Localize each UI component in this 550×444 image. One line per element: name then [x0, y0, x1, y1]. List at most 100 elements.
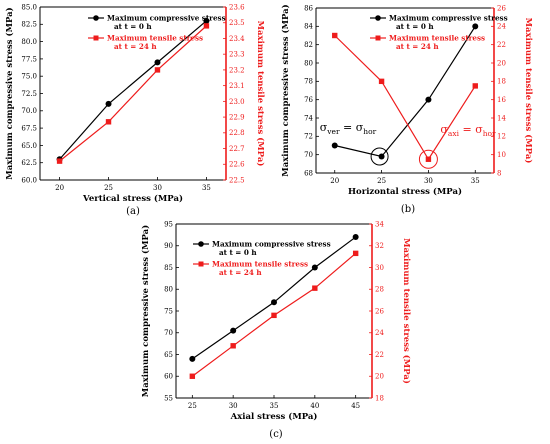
- y-axis-label-right: Maximum tensile stress (MPa): [401, 238, 412, 384]
- x-axis-label: Horizontal stress (MPa): [348, 186, 462, 197]
- x-axis-label: Axial stress (MPa): [230, 411, 318, 422]
- legend-label-line2: at t = 24 h: [396, 42, 439, 51]
- y-tick-label-right: 22.5: [229, 176, 245, 184]
- data-point: [271, 312, 277, 319]
- chart-panel: 20 25 30 35 60.0 62.5 65.0 67.5 70.0 72.5 75.0 77.5…: [4, 3, 266, 217]
- y-tick-label-left: 68: [304, 169, 313, 177]
- y-tick-label-right: 26: [375, 307, 384, 315]
- legend-label-line2: at t = 24 h: [114, 42, 157, 51]
- y-tick-label-right: 23.0: [229, 98, 245, 106]
- x-tick-label: 25: [188, 402, 197, 410]
- legend-label-line2: at t = 24 h: [219, 268, 262, 277]
- legend-label-line2: at t = 0 h: [219, 248, 257, 257]
- y-tick-label-right: 34: [375, 220, 384, 228]
- annotation-sub: hor: [363, 127, 376, 136]
- x-tick-label: 45: [351, 402, 360, 410]
- y-tick-label-left: 55: [164, 394, 173, 402]
- series-line: [191, 236, 357, 360]
- y-tick-label-left: 70: [304, 151, 313, 159]
- x-tick-label: 35: [202, 184, 211, 192]
- y-tick-label-right: 23.5: [229, 19, 245, 27]
- data-point: [189, 355, 196, 362]
- y-tick-label-right: 16: [497, 96, 506, 104]
- panel-label: (c): [269, 429, 283, 440]
- annotation-sub: axi: [448, 129, 460, 138]
- y-tick-label-left: 72: [304, 133, 313, 141]
- legend-label: Maximum tensile stress: [389, 34, 485, 43]
- data-point: [230, 343, 236, 349]
- y-tick-label-right: 32: [375, 242, 384, 250]
- chart-panel: 20 25 30 35 68 70 72 74 76 78 80 82 84 86 8 10 12 14 16 18 2…: [280, 4, 534, 215]
- y-tick-label-right: 20: [375, 373, 384, 381]
- y-tick-label-left: 80: [304, 59, 313, 67]
- y-tick-label-right: 26: [497, 4, 506, 12]
- data-point: [154, 59, 161, 66]
- x-tick-label: 20: [330, 177, 339, 185]
- y-tick-label-left: 80: [164, 286, 173, 294]
- legend-marker: [375, 35, 381, 41]
- data-point: [189, 373, 196, 379]
- annotation-label: σaxi = σhor: [440, 123, 496, 138]
- y-tick-label-left: 70.0: [21, 107, 37, 115]
- series-line: [334, 26, 476, 158]
- series-line: [59, 20, 207, 160]
- y-tick-label-left: 84: [304, 23, 313, 31]
- annotation-circle: [418, 149, 438, 169]
- x-tick-label: 25: [377, 177, 386, 185]
- panel-label: (b): [401, 204, 415, 215]
- series-line: [59, 25, 207, 162]
- y-tick-label-left: 90: [164, 242, 173, 250]
- x-tick-label: 40: [310, 402, 319, 410]
- y-tick-label-right: 30: [375, 264, 384, 272]
- y-tick-label-right: 10: [497, 151, 506, 159]
- y-tick-label-left: 85: [164, 264, 173, 272]
- y-tick-label-left: 75.0: [21, 73, 37, 81]
- data-point: [472, 83, 478, 89]
- y-tick-label-left: 74: [304, 114, 313, 122]
- y-axis-label-left: Maximum compressive stress (MPa): [4, 7, 15, 179]
- x-tick-label: 20: [55, 184, 64, 192]
- y-tick-label-left: 60.0: [21, 176, 37, 184]
- y-tick-label-left: 95: [164, 220, 173, 228]
- chart-panel: 25 30 35 40 45 55 60 65 70 75 80 85 90 95 18 20 22 24 26 28…: [140, 220, 412, 440]
- annotation-sigma: σ: [320, 121, 328, 134]
- y-tick-label-left: 72.5: [21, 90, 37, 98]
- y-tick-label-left: 60: [164, 373, 173, 381]
- y-tick-label-right: 23.4: [229, 35, 245, 43]
- y-tick-label-left: 85.0: [21, 3, 37, 11]
- data-point: [425, 156, 432, 162]
- data-point: [472, 23, 479, 30]
- data-point: [352, 250, 359, 257]
- legend-marker: [375, 15, 381, 21]
- y-tick-label-left: 80.0: [21, 38, 37, 46]
- y-tick-label-right: 23.3: [229, 51, 245, 59]
- data-point: [203, 17, 210, 24]
- legend-marker: [93, 35, 99, 41]
- annotation-circle: [370, 147, 389, 166]
- y-tick-label-left: 65.0: [21, 142, 37, 150]
- y-tick-label-right: 22.9: [229, 113, 245, 121]
- data-point: [311, 264, 318, 271]
- y-tick-label-left: 86: [304, 4, 313, 12]
- y-tick-label-right: 22.7: [229, 145, 245, 153]
- data-point: [271, 299, 277, 306]
- data-point: [312, 285, 318, 291]
- annotation-eq: = σ: [340, 121, 364, 134]
- data-point: [378, 78, 385, 85]
- panel-label: (a): [126, 206, 140, 217]
- x-tick-label: 35: [270, 402, 279, 410]
- y-tick-label-right: 24: [497, 23, 506, 31]
- data-point: [230, 327, 237, 334]
- y-axis-label-left: Maximum compressive stress (MPa): [140, 225, 151, 397]
- y-tick-label-right: 8: [497, 169, 501, 177]
- data-point: [154, 67, 161, 73]
- x-tick-label: 30: [424, 177, 433, 185]
- legend-marker: [93, 15, 99, 21]
- y-tick-label-right: 22.6: [229, 161, 245, 169]
- data-point: [105, 100, 112, 107]
- legend-label: Maximum compressive stress: [212, 240, 331, 249]
